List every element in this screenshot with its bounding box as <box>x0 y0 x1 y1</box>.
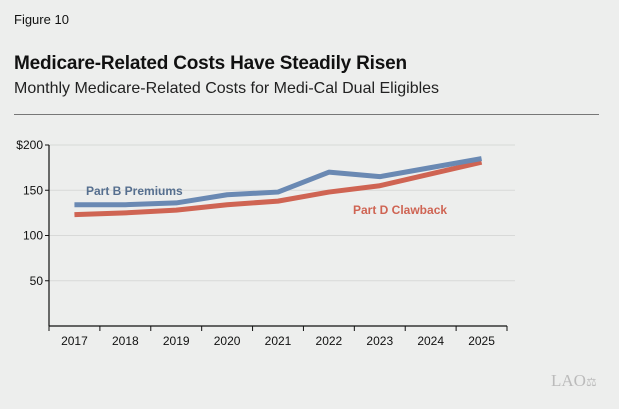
x-tick-label: 2025 <box>468 334 495 348</box>
x-tick-label: 2020 <box>214 334 241 348</box>
y-tick-label: 150 <box>23 183 43 197</box>
x-tick-label: 2022 <box>316 334 343 348</box>
x-tick-label: 2021 <box>265 334 292 348</box>
x-tick-label: 2017 <box>61 334 88 348</box>
y-tick-label: 100 <box>23 229 43 243</box>
chart-subtitle: Monthly Medicare-Related Costs for Medi-… <box>14 80 440 97</box>
series-label-part-d-clawback: Part D Clawback <box>353 203 447 217</box>
figure-label: Figure 10 <box>14 12 69 27</box>
lao-logo: LAO⚖ <box>551 371 597 390</box>
x-tick-label: 2023 <box>366 334 393 348</box>
series-label-part-b-premiums: Part B Premiums <box>86 184 183 198</box>
x-tick-label: 2019 <box>163 334 190 348</box>
x-tick-label: 2018 <box>112 334 139 348</box>
chart-title: Medicare-Related Costs Have Steadily Ris… <box>14 53 407 74</box>
x-tick-label: 2024 <box>417 334 444 348</box>
y-tick-label: 50 <box>30 274 44 288</box>
divider <box>14 114 599 115</box>
y-tick-label: $200 <box>16 138 43 152</box>
